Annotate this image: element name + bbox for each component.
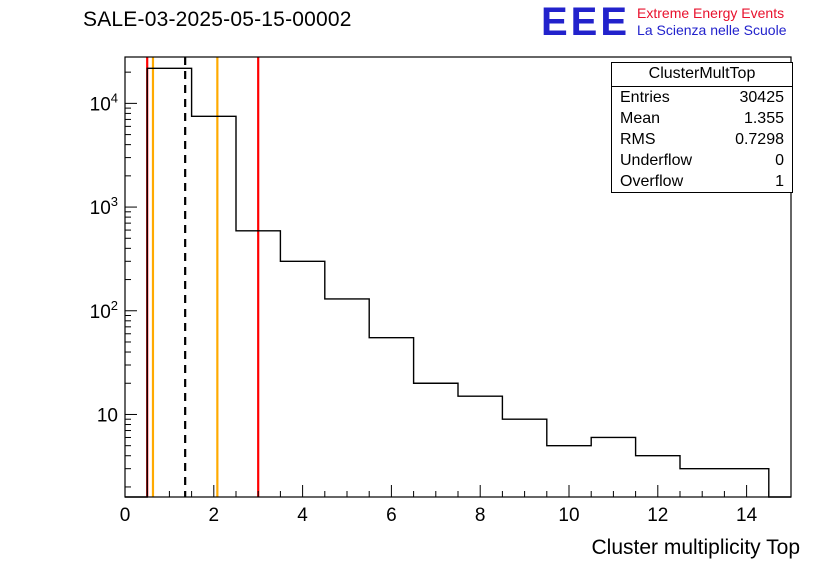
logo-line1: Extreme Energy Events [637,5,785,21]
stats-label: Entries [620,89,670,106]
x-tick-label: 6 [386,505,397,526]
stats-row-rms: RMS 0.7298 [612,129,792,150]
eee-logo: EEE Extreme Energy Events La Scienza nel… [541,2,786,42]
logo-line2: La Scienza nelle Scuole [637,22,787,38]
stats-label: Underflow [620,152,693,169]
stats-value: 0 [775,152,784,169]
y-tick-label: 104 [90,90,118,115]
x-tick-label: 14 [736,505,758,526]
x-tick-label: 0 [120,505,131,526]
x-tick-label: 4 [297,505,308,526]
stats-box: ClusterMultTop Entries 30425 Mean 1.355 … [611,62,793,193]
stats-row-entries: Entries 30425 [612,87,792,108]
plot-title: SALE-03-2025-05-15-00002 [83,8,352,31]
eee-logo-acronym: EEE [541,0,631,44]
stats-value: 1 [775,173,784,190]
y-tick-label: 102 [90,298,118,323]
stats-label: Mean [620,110,661,127]
y-tick-label: 103 [90,194,118,219]
stats-row-mean: Mean 1.355 [612,108,792,129]
x-tick-label: 10 [558,505,579,526]
stats-value: 1.355 [743,110,784,127]
stats-label: Overflow [620,173,684,190]
histogram-line [125,67,791,498]
stats-row-overflow: Overflow 1 [612,171,792,192]
stats-value: 30425 [739,89,785,106]
x-tick-label: 8 [475,505,486,526]
plot-frame [124,56,792,498]
stats-label: RMS [620,131,656,148]
eee-logo-text: Extreme Energy Events La Scienza nelle S… [637,2,786,39]
x-tick-label: 12 [647,505,668,526]
x-tick-label: 2 [209,505,220,526]
stats-row-underflow: Underflow 0 [612,150,792,171]
stats-value: 0.7298 [735,131,784,148]
y-tick-label: 10 [97,405,118,426]
x-axis-title: Cluster multiplicity Top [591,536,800,559]
stats-title: ClusterMultTop [612,63,792,87]
